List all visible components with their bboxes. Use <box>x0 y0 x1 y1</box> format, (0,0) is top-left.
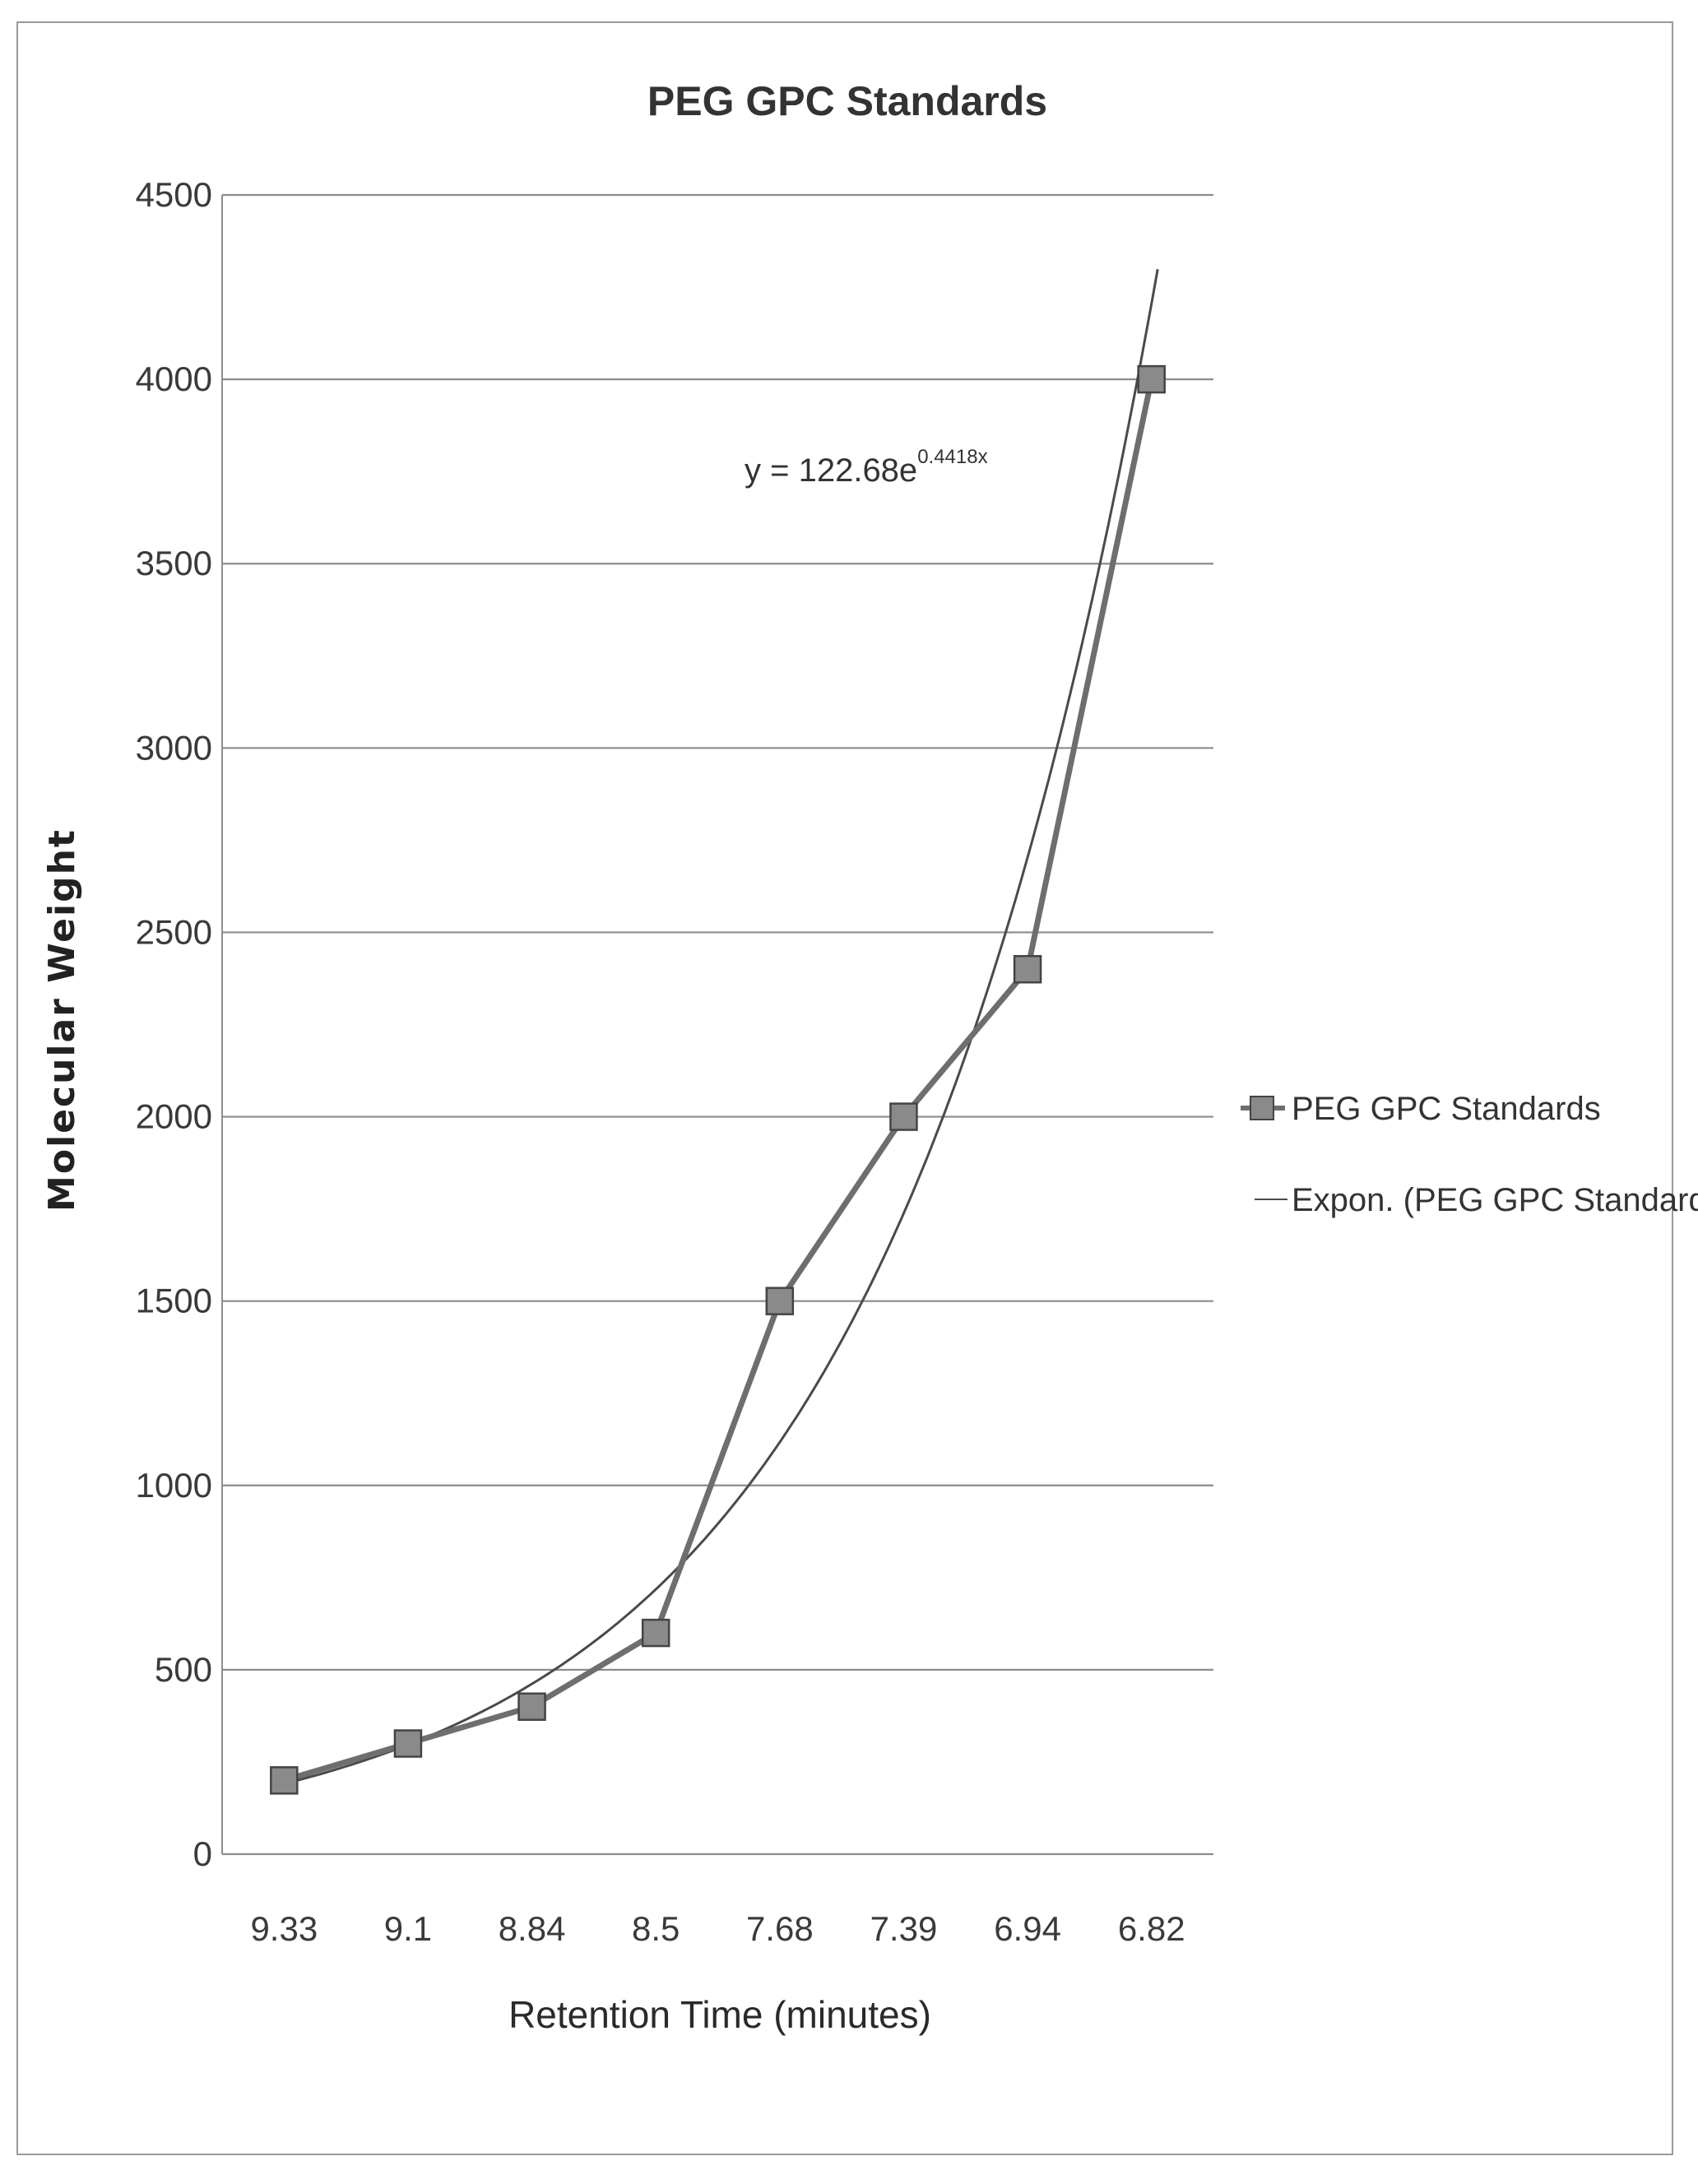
data-point <box>889 1102 918 1131</box>
chart-frame <box>16 21 1673 2155</box>
chart-title: PEG GPC Standards <box>647 78 1047 124</box>
data-series <box>270 364 1166 1795</box>
trendline-equation: y = 122.68e0.4418x <box>745 446 988 489</box>
x-axis-title: Retention Time (minutes) <box>508 1993 931 2036</box>
x-tick-label: 8.84 <box>499 1909 566 1948</box>
x-tick-label: 7.68 <box>746 1909 814 1948</box>
y-axis-title: Molecular Weight <box>41 828 83 1212</box>
legend-marker-series-1 <box>1250 1096 1274 1120</box>
data-point <box>765 1287 795 1315</box>
data-point <box>641 1618 670 1648</box>
y-tick-labels: 0 500 1000 1500 2000 2500 3000 3500 4000 4500 <box>136 175 212 1873</box>
x-tick-label: 7.39 <box>870 1909 938 1948</box>
y-tick-label: 2500 <box>136 912 212 951</box>
equation-exponent: 0.4418x <box>917 446 987 468</box>
equation-base: y = 122.68e <box>745 452 917 489</box>
legend-label-series-2: Expon. (PEG GPC Standards) <box>1292 1182 1698 1218</box>
x-tick-label: 6.82 <box>1118 1909 1185 1948</box>
x-tick-label: 9.1 <box>384 1909 432 1948</box>
y-tick-label: 4500 <box>136 175 212 214</box>
data-point <box>393 1729 423 1758</box>
y-tick-label: 1000 <box>136 1466 212 1505</box>
series-line <box>283 378 1155 1783</box>
y-tick-label: 3000 <box>136 728 212 767</box>
data-point <box>270 1766 299 1795</box>
data-point <box>1137 364 1166 394</box>
data-point <box>1013 955 1042 984</box>
trendline <box>283 268 1159 1785</box>
x-tick-label: 8.5 <box>632 1909 680 1948</box>
legend: PEG GPC Standards Expon. (PEG GPC Standa… <box>1241 1091 1698 1218</box>
legend-label-series-1: PEG GPC Standards <box>1292 1091 1601 1127</box>
x-tick-label: 9.33 <box>250 1909 318 1948</box>
x-tick-labels: 9.33 9.1 8.84 8.5 7.68 7.39 6.94 6.82 <box>250 1909 1185 1948</box>
gridlines <box>221 193 1213 1856</box>
y-tick-label: 0 <box>193 1834 212 1873</box>
y-tick-label: 2000 <box>136 1097 212 1136</box>
y-tick-label: 500 <box>155 1650 212 1689</box>
y-tick-label: 1500 <box>136 1282 212 1320</box>
data-point <box>517 1692 546 1721</box>
y-tick-label: 4000 <box>136 359 212 398</box>
trendline-series <box>283 268 1159 1785</box>
x-tick-label: 6.94 <box>994 1909 1061 1948</box>
y-tick-label: 3500 <box>136 544 212 582</box>
